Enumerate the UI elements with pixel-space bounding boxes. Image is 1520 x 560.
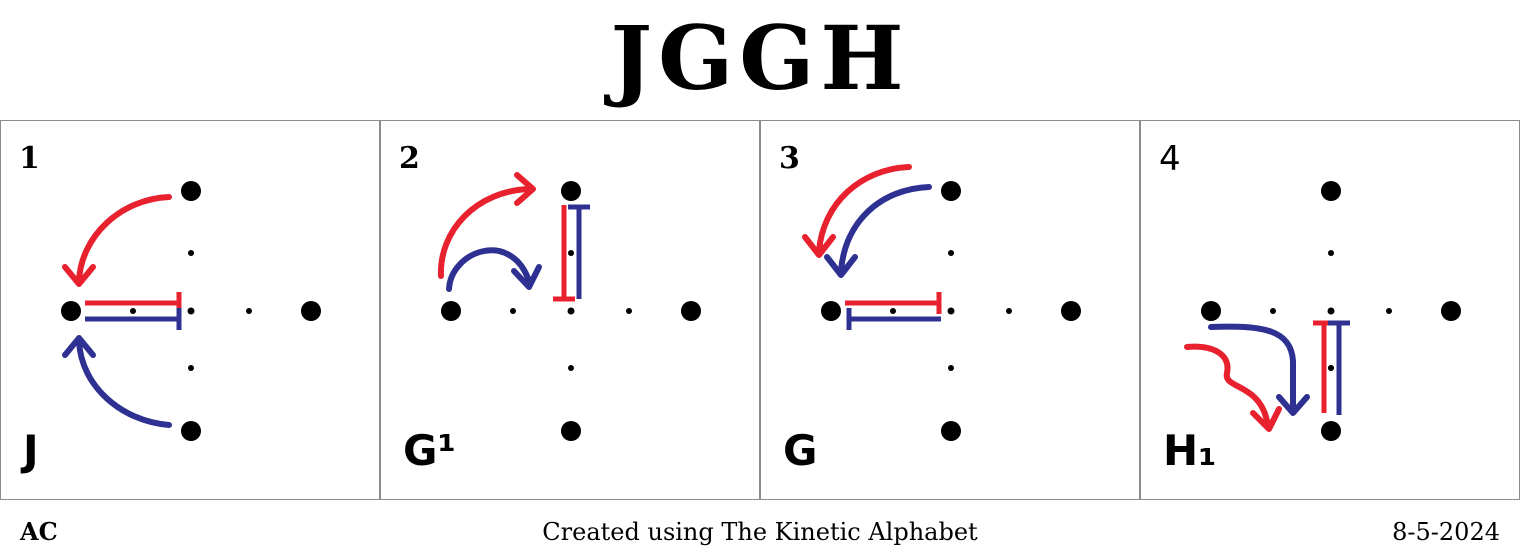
red-arrow [437,172,536,279]
panel-number: 3 [779,141,800,176]
grid-dot-top [181,181,201,201]
grid-dot-top [941,181,961,201]
grid-dot-left [821,301,841,321]
credit-text: Created using The Kinetic Alphabet [542,518,978,546]
grid-dot-right [681,301,701,321]
blue-arrow [62,335,172,428]
blue-bar [846,308,941,330]
red-bar [845,292,942,314]
grid-dot-left [441,301,461,321]
page-title: JGGH [610,6,910,110]
grid-dot-center [187,307,195,315]
blue-bar [568,204,590,299]
panel-3: 3 G [760,120,1140,500]
panel-letter-label: J [23,426,39,475]
grid-dot-center [947,307,955,315]
panel-letter-label: H₁ [1163,426,1217,475]
blue-arrow [446,247,542,292]
blue-bar [85,308,182,330]
panel-number: 4 [1159,139,1181,179]
panel-2: 2 G¹ [380,120,760,500]
grid-dot-right [1441,301,1461,321]
grid-dot-center [567,307,575,315]
panel-4: 4 H₁ [1140,120,1520,500]
red-bar [553,205,575,302]
panel-1: 1 J [0,120,380,500]
red-arrow [1184,343,1282,432]
grid-dot-bottom [1321,421,1341,441]
dot-grid [821,181,1081,441]
panel-2-diagram [437,172,701,441]
panel-letter-label: G¹ [403,426,456,475]
author-initials: AC [20,517,58,546]
panel-4-diagram [1184,181,1461,441]
grid-dot-bottom [181,421,201,441]
blue-bar [1328,320,1350,415]
grid-dot-top [1321,181,1341,201]
blue-arrow [1208,323,1310,416]
red-arrow [62,194,172,287]
grid-dot-left [1201,301,1221,321]
panel-row: 1 J [0,120,1520,500]
grid-dot-top [561,181,581,201]
panel-number: 1 [19,141,40,176]
grid-dot-right [1061,301,1081,321]
date-text: 8-5-2024 [1392,518,1500,546]
grid-dot-left [61,301,81,321]
panel-letter-label: G [783,426,818,475]
red-arrow [802,164,912,258]
dot-grid [61,181,321,441]
dot-grid [1201,181,1461,441]
grid-dot-bottom [941,421,961,441]
blue-arrow [824,184,932,278]
grid-dot-center [1327,307,1335,315]
grid-dot-bottom [561,421,581,441]
dot-grid [441,181,701,441]
grid-dot-right [301,301,321,321]
panel-1-diagram [61,181,321,441]
panel-3-diagram [802,164,1081,441]
panel-number: 2 [399,141,420,176]
